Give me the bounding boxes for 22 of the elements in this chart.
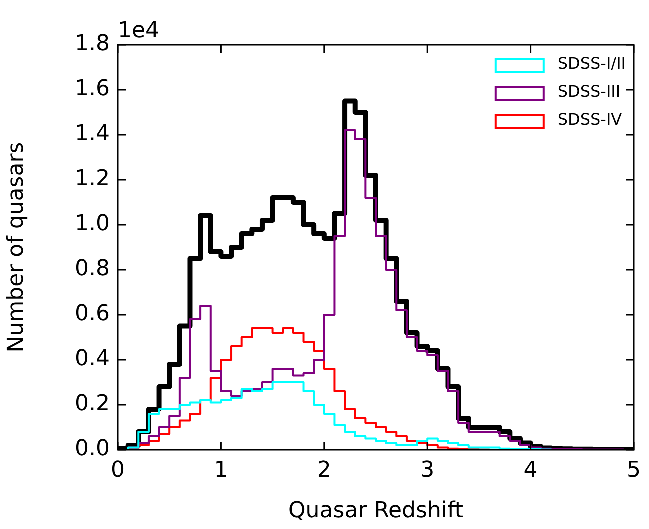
y-tick-label: 1.0	[75, 212, 110, 237]
text: 1e4	[118, 18, 160, 44]
x-tick-label: 3	[420, 458, 435, 483]
y-tick-label: 1.2	[75, 166, 110, 192]
legend-label: SDSS-IV	[558, 110, 622, 130]
y-tick-label: 1.6	[75, 76, 110, 102]
legend-label: SDSS-III	[558, 82, 621, 102]
y-axis-title: Number of quasars	[4, 142, 29, 353]
y-tick-label: 0.6	[75, 302, 110, 327]
legend-label: SDSS-I/II	[558, 54, 626, 74]
x-axis-title: Quasar Redshift	[288, 498, 464, 524]
y-tick-label: 1.4	[75, 122, 110, 147]
y-tick-label: 0.0	[75, 436, 110, 462]
y-tick-label: 0.4	[75, 346, 110, 372]
x-tick-label: 4	[524, 458, 538, 483]
x-tick-label: 2	[317, 458, 332, 483]
x-tick-label: 5	[627, 458, 641, 483]
x-tick-label: 0	[111, 458, 125, 483]
y-tick-label: 1.8	[75, 32, 110, 57]
y-tick-label: 0.2	[75, 392, 110, 417]
x-tick-label: 1	[214, 458, 228, 483]
y-tick-label: 0.8	[75, 256, 110, 282]
